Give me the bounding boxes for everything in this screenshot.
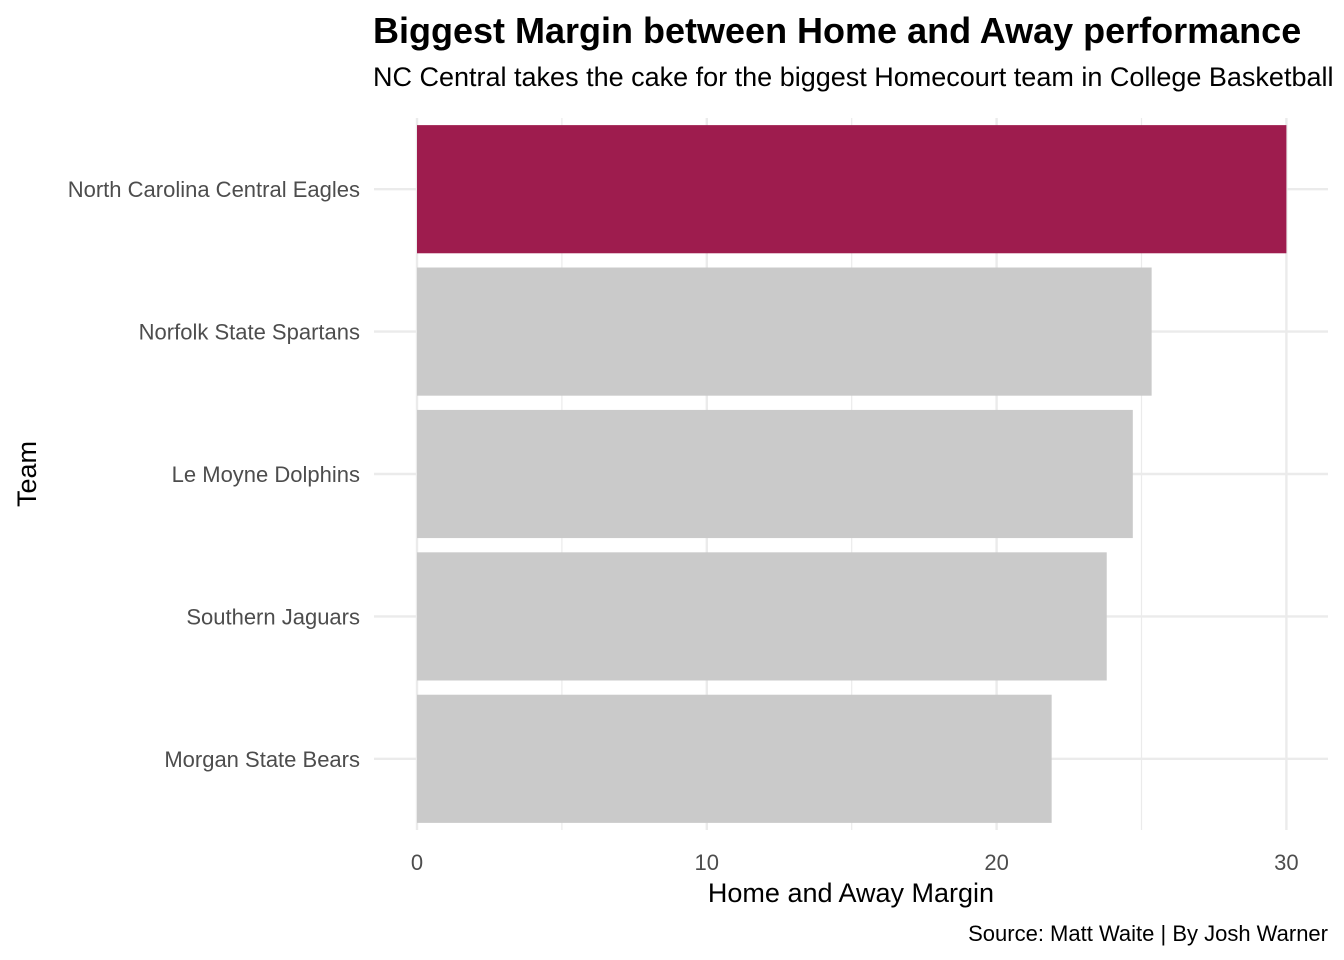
bar <box>417 409 1133 539</box>
x-tick-label: 30 <box>1274 850 1298 875</box>
chart-subtitle: NC Central takes the cake for the bigges… <box>373 62 1334 92</box>
bar <box>417 694 1052 823</box>
y-axis-title: Team <box>12 441 42 507</box>
x-tick-label: 20 <box>984 850 1008 875</box>
y-tick-labels: North Carolina Central Eagles Norfolk Sta… <box>68 177 360 772</box>
caption: Source: Matt Waite | By Josh Warner <box>968 921 1328 946</box>
bars <box>417 125 1287 823</box>
y-tick-label: Norfolk State Spartans <box>139 320 360 345</box>
bar <box>417 125 1287 254</box>
x-axis-title: Home and Away Margin <box>708 878 994 908</box>
chart-title: Biggest Margin between Home and Away per… <box>373 10 1302 51</box>
x-tick-label: 0 <box>411 850 423 875</box>
y-tick-label: Le Moyne Dolphins <box>172 462 360 487</box>
bar <box>417 267 1152 396</box>
y-tick-label: Morgan State Bears <box>164 747 360 772</box>
y-tick-label: Southern Jaguars <box>186 604 360 629</box>
x-tick-label: 10 <box>695 850 719 875</box>
x-tick-labels: 0 10 20 30 <box>411 850 1299 875</box>
y-tick-label: North Carolina Central Eagles <box>68 177 360 202</box>
bar <box>417 552 1107 681</box>
